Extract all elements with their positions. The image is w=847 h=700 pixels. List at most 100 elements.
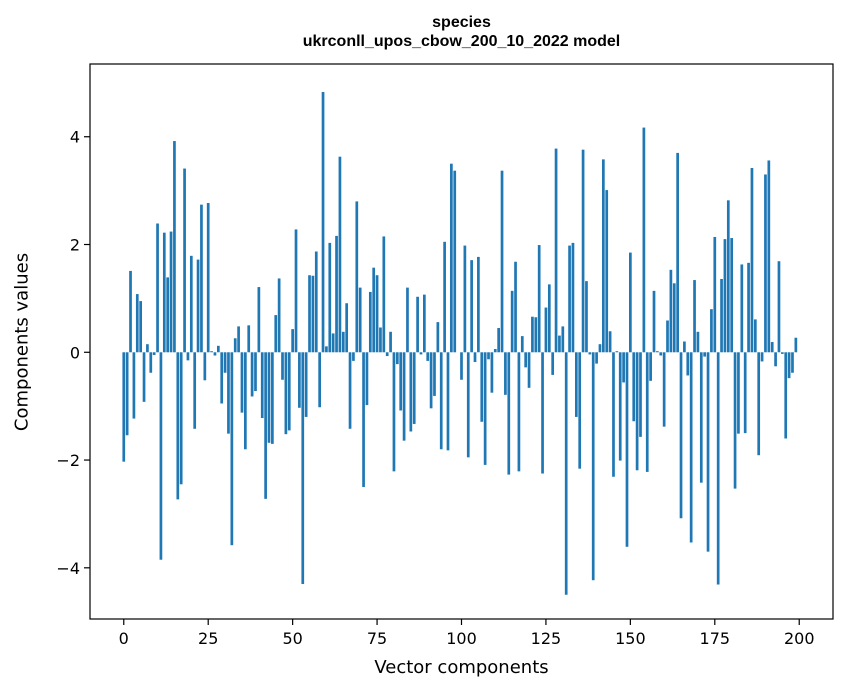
bar (724, 239, 727, 352)
bar (518, 352, 521, 471)
bar (241, 352, 244, 412)
bar (133, 352, 136, 418)
bar (710, 309, 713, 352)
chart-title-line-2: ukrconll_upos_cbow_200_10_2022 model (90, 32, 833, 51)
bar (146, 344, 149, 352)
bar (528, 352, 531, 388)
bar (605, 190, 608, 352)
bar (143, 352, 146, 402)
bar (538, 245, 541, 352)
bar (355, 201, 358, 352)
bar (366, 352, 369, 405)
bar (291, 329, 294, 352)
bar (308, 275, 311, 352)
bar (541, 352, 544, 473)
x-tick-label: 200 (784, 629, 815, 648)
bar (764, 174, 767, 352)
bar (524, 352, 527, 367)
bar (393, 352, 396, 471)
bar (322, 92, 325, 352)
bar (207, 203, 210, 352)
x-tick-label: 125 (531, 629, 562, 648)
chart-title: species ukrconll_upos_cbow_200_10_2022 m… (90, 13, 833, 51)
bar (555, 149, 558, 353)
bar (305, 352, 308, 417)
bar (285, 352, 288, 434)
bar (717, 352, 720, 584)
bar (673, 283, 676, 352)
bar (237, 326, 240, 352)
bar (794, 338, 797, 353)
bar (156, 223, 159, 352)
bar (494, 349, 497, 352)
bar (149, 352, 152, 372)
bar (737, 352, 740, 433)
bar (774, 352, 777, 366)
y-tick-label: 2 (70, 236, 80, 255)
x-tick-label: 75 (367, 629, 387, 648)
bar (504, 352, 507, 395)
bar (197, 260, 200, 353)
bar (791, 352, 794, 372)
bar (599, 344, 602, 352)
bar (268, 352, 271, 443)
bar (301, 352, 304, 584)
bar (656, 351, 659, 352)
bar (676, 153, 679, 352)
bar (757, 352, 760, 455)
bar (281, 352, 284, 379)
bar (376, 275, 379, 352)
bar (659, 352, 662, 355)
bar (781, 352, 784, 354)
bar (545, 308, 548, 353)
bar (788, 352, 791, 378)
bar (616, 351, 619, 352)
bar (572, 243, 575, 352)
bar (588, 352, 591, 354)
bar (784, 352, 787, 438)
bar (129, 271, 132, 352)
bar (497, 328, 500, 352)
bar (646, 352, 649, 472)
x-tick-label: 25 (198, 629, 218, 648)
bar (406, 288, 409, 353)
bar (349, 352, 352, 429)
bar (426, 352, 429, 361)
bar (200, 205, 203, 353)
bar (730, 238, 733, 352)
bar (548, 284, 551, 352)
bar (477, 257, 480, 352)
bar (423, 295, 426, 353)
bar (713, 237, 716, 352)
bar (352, 352, 355, 361)
bar (359, 288, 362, 353)
bar (507, 352, 510, 474)
bar (767, 160, 770, 352)
bar (487, 352, 490, 359)
bar (686, 352, 689, 375)
bar (166, 277, 169, 352)
bar (595, 352, 598, 363)
bar (727, 200, 730, 352)
bar (464, 246, 467, 353)
y-axis-label: Components values (12, 253, 33, 431)
bar (626, 352, 629, 547)
bar (190, 256, 193, 352)
bar (139, 301, 142, 352)
bar (247, 325, 250, 352)
bar (389, 332, 392, 352)
bar (379, 327, 382, 352)
bar (416, 297, 419, 353)
bar (751, 168, 754, 352)
bar (403, 352, 406, 440)
bar (254, 352, 257, 391)
bar (173, 141, 176, 352)
bar (420, 352, 423, 354)
bar (754, 319, 757, 352)
bar (382, 236, 385, 352)
bar (771, 342, 774, 352)
